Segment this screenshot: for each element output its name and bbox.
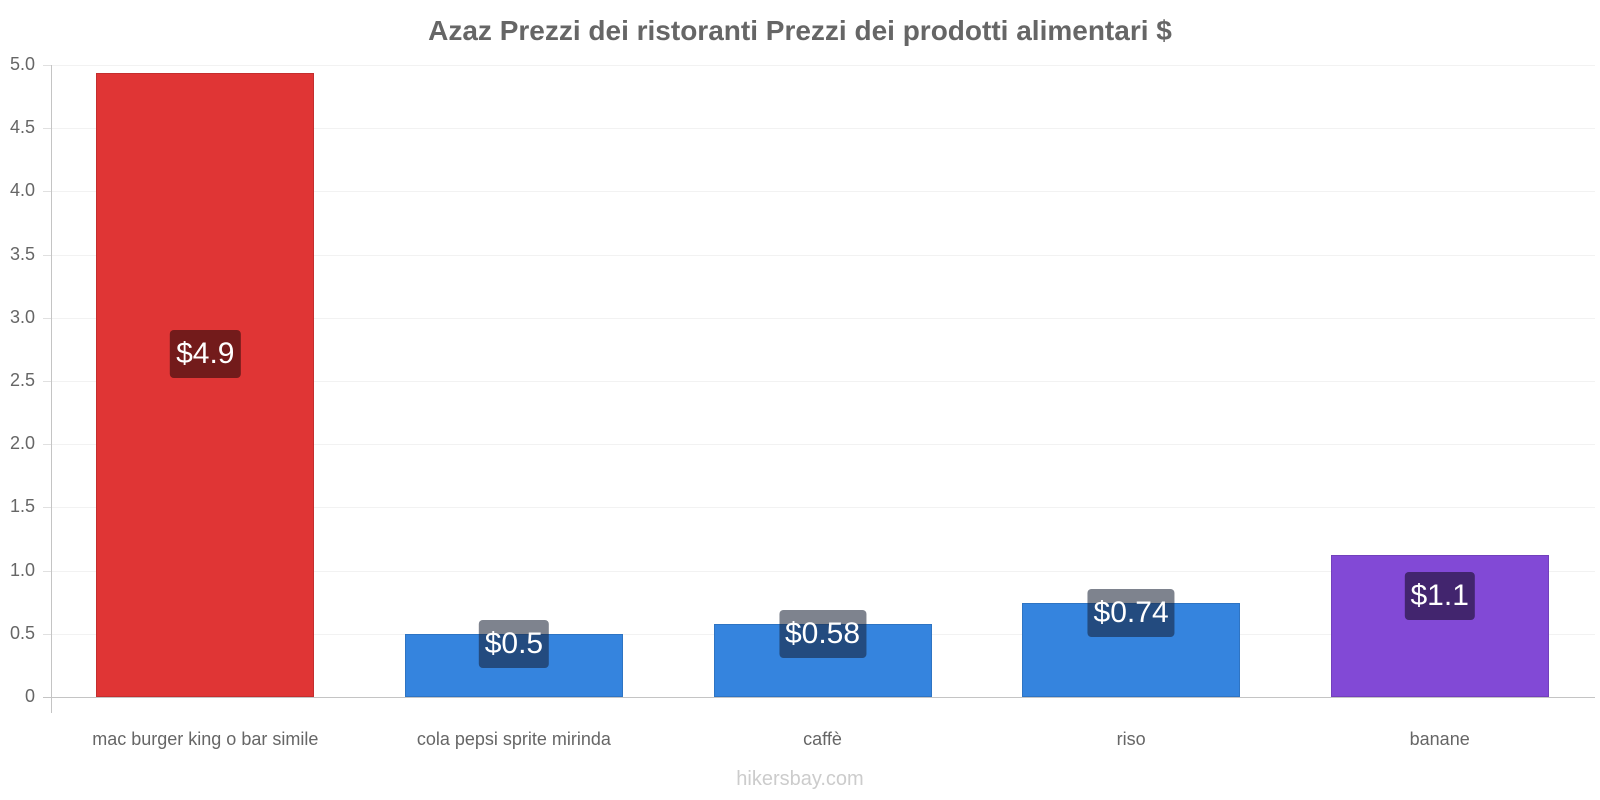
gridline: [52, 65, 1595, 66]
bar-value-label: $0.58: [778, 609, 867, 658]
y-tick-label: 1.5: [9, 496, 35, 517]
watermark: hikersbay.com: [736, 768, 864, 790]
gridline: [52, 317, 1595, 319]
x-category-label: mac burger king o bar simile: [92, 729, 319, 749]
bar-value-label: $0.74: [1087, 589, 1175, 638]
x-category-label: caffè: [803, 729, 842, 749]
bar-value-label: $1.1: [1404, 572, 1475, 620]
y-tick-mark: [43, 65, 51, 66]
bar-value-label: $0.5: [478, 619, 550, 668]
y-tick-mark: [43, 128, 51, 130]
y-tick-mark: [43, 507, 51, 509]
x-axis-line: [43, 697, 1595, 698]
gridline: [52, 381, 1595, 382]
y-tick-mark: [43, 633, 51, 635]
y-tick-mark: [43, 444, 51, 446]
gridline: [52, 507, 1595, 509]
y-axis-line: [51, 65, 52, 713]
y-tick-label: 2.0: [9, 433, 35, 454]
y-tick-label: 2.5: [9, 370, 35, 390]
chart-title: Azaz Prezzi dei ristoranti Prezzi dei pr…: [428, 15, 1172, 46]
y-tick-label: 3.0: [9, 306, 35, 327]
y-tick-mark: [43, 381, 51, 382]
y-tick-label: 0.5: [9, 622, 35, 643]
gridline: [52, 254, 1595, 256]
y-tick-label: 4.5: [9, 117, 35, 138]
y-tick-mark: [43, 570, 51, 572]
y-tick-mark: [43, 317, 51, 319]
gridline: [52, 191, 1595, 193]
gridline: [52, 128, 1595, 130]
y-tick-label: 5.0: [9, 54, 35, 74]
x-category-label: cola pepsi sprite mirinda: [416, 729, 611, 749]
gridline: [52, 444, 1595, 446]
y-tick-mark: [43, 254, 51, 256]
bar[interactable]: [96, 72, 315, 697]
y-tick-label: 3.5: [9, 243, 35, 264]
x-category-label: banane: [1409, 729, 1470, 749]
y-tick-label: 0: [24, 686, 35, 706]
y-tick-label: 4.0: [9, 180, 35, 201]
gridline: [52, 570, 1595, 572]
y-tick-label: 1.0: [9, 559, 35, 580]
x-category-label: riso: [1116, 729, 1146, 749]
y-tick-mark: [43, 191, 51, 193]
bar-value-label: $4.9: [170, 330, 241, 378]
